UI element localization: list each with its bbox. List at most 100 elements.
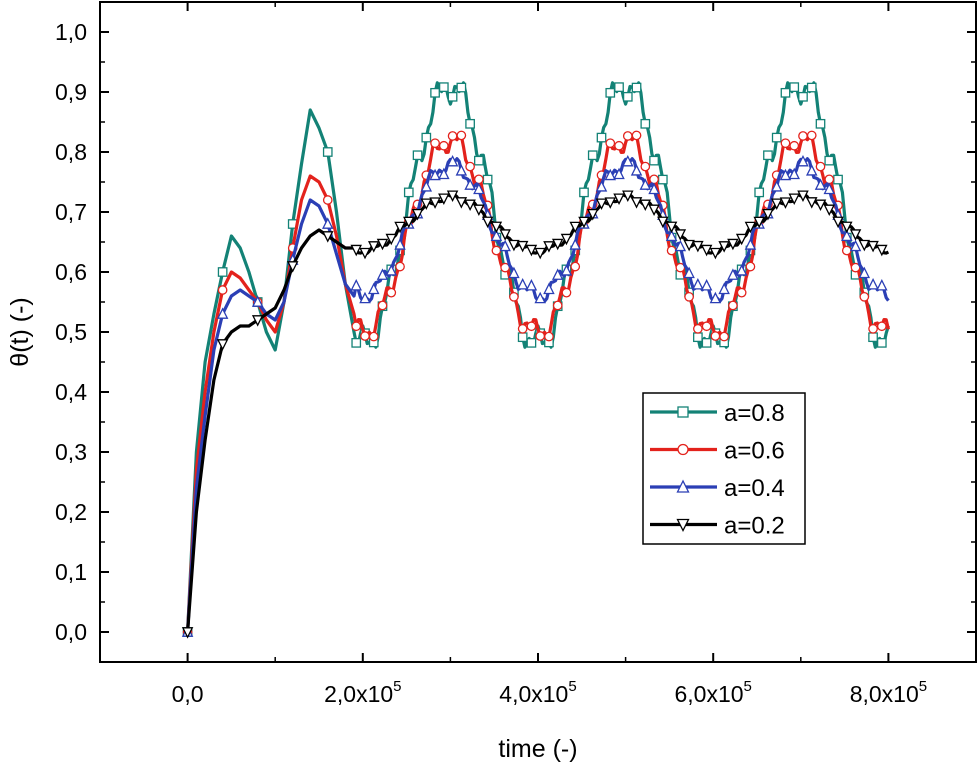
triangle-up-marker: [744, 238, 757, 250]
triangle-down-marker: [788, 193, 800, 205]
circle-marker: [544, 331, 554, 342]
triangle-up-marker: [718, 282, 730, 295]
triangle-down-marker: [411, 209, 424, 221]
circle-marker: [719, 331, 730, 342]
triangle-down-marker: [543, 241, 555, 253]
square-marker: [456, 82, 467, 93]
triangle-down-marker: [216, 339, 229, 351]
series-a=0.8: [182, 81, 890, 637]
triangle-up-marker: [516, 277, 529, 290]
legend-label: a=0.4: [724, 475, 785, 502]
circle-marker: [666, 245, 677, 256]
legend-label: a=0.2: [724, 513, 785, 540]
triangle-down-marker: [286, 261, 299, 273]
circle-marker: [386, 287, 397, 298]
circle-marker: [684, 291, 694, 302]
circle-marker: [438, 140, 449, 151]
circle-marker: [780, 138, 791, 149]
y-tick-label: 0,7: [55, 199, 87, 225]
triangle-down-marker: [674, 229, 687, 241]
square-marker: [526, 338, 537, 348]
square-marker: [465, 118, 475, 129]
square-marker: [474, 155, 484, 166]
triangle-down-marker: [665, 221, 678, 234]
triangle-down-marker: [849, 229, 862, 241]
triangle-down-marker: [499, 229, 511, 241]
square-marker: [412, 150, 423, 161]
legend-box: [642, 392, 806, 545]
triangle-down-marker: [692, 240, 704, 253]
triangle-down-marker: [551, 238, 564, 251]
triangle-up-marker: [849, 239, 862, 252]
triangle-up-marker: [464, 178, 476, 190]
triangle-up-marker: [543, 282, 555, 295]
triangle-up-marker: [814, 178, 827, 190]
triangle-up-marker: [438, 167, 450, 180]
legend-label: a=0.8: [724, 400, 785, 427]
square-marker: [789, 82, 800, 92]
triangle-down-marker: [753, 216, 765, 229]
triangle-up-marker: [560, 264, 573, 276]
square-marker: [421, 132, 432, 143]
square-marker: [631, 82, 642, 93]
circle-marker: [649, 174, 659, 185]
circle-marker: [677, 443, 689, 456]
triangle-down-marker: [464, 199, 476, 212]
y-tick-label: 0,0: [55, 619, 87, 645]
triangle-down-marker: [429, 197, 441, 209]
triangle-up-marker: [490, 229, 503, 241]
circle-marker: [465, 161, 475, 172]
triangle-up-marker: [648, 182, 660, 195]
triangle-up-marker: [251, 295, 264, 307]
triangle-down-marker: [420, 198, 433, 210]
x-tick-label: 6,0x105: [674, 678, 751, 707]
triangle-down-marker: [823, 204, 836, 217]
triangle-down-marker: [762, 209, 774, 221]
x-axis-title: time (-): [498, 735, 577, 763]
circle-marker: [789, 140, 800, 151]
circle-marker: [859, 291, 870, 302]
triangle-down-marker: [648, 204, 660, 217]
circle-marker: [815, 161, 826, 172]
triangle-down-marker: [534, 247, 546, 260]
triangle-up-marker: [630, 164, 643, 176]
square-marker: [322, 147, 333, 157]
triangle-down-marker: [394, 221, 406, 234]
circle-marker: [561, 287, 572, 298]
x-tick-label: 2,0x105: [324, 678, 401, 707]
triangle-down-marker: [676, 518, 690, 532]
triangle-up-marker: [805, 164, 818, 176]
triangle-down-marker: [569, 221, 581, 234]
circle-marker: [360, 331, 370, 341]
circle-marker: [798, 131, 808, 141]
square-marker: [798, 91, 808, 102]
triangle-down-marker: [481, 216, 494, 229]
triangle-down-marker: [438, 193, 450, 205]
triangle-up-marker: [788, 167, 800, 180]
circle-marker: [614, 140, 624, 151]
triangle-up-marker: [867, 277, 879, 290]
circle-marker: [868, 323, 878, 334]
square-marker: [622, 91, 633, 102]
square-marker: [217, 267, 228, 277]
circle-marker: [517, 323, 528, 334]
triangle-down-marker: [814, 199, 827, 212]
x-tick-label: 8,0x105: [850, 678, 927, 707]
circle-marker: [640, 161, 651, 172]
triangle-down-marker: [735, 233, 748, 246]
triangle-up-marker: [613, 167, 625, 180]
triangle-up-marker: [455, 164, 468, 176]
triangle-up-marker: [551, 268, 564, 280]
triangle-up-marker: [508, 266, 520, 279]
triangle-down-marker: [805, 197, 818, 209]
triangle-up-marker: [534, 291, 546, 304]
triangle-down-marker: [367, 241, 380, 253]
triangle-down-marker: [525, 244, 538, 257]
triangle-down-marker: [727, 238, 739, 251]
circle-marker: [351, 321, 362, 332]
circle-marker: [622, 131, 633, 141]
square-marker: [614, 82, 624, 92]
square-marker: [430, 87, 440, 98]
triangle-up-marker: [216, 307, 229, 319]
triangle-up-marker: [797, 154, 809, 167]
